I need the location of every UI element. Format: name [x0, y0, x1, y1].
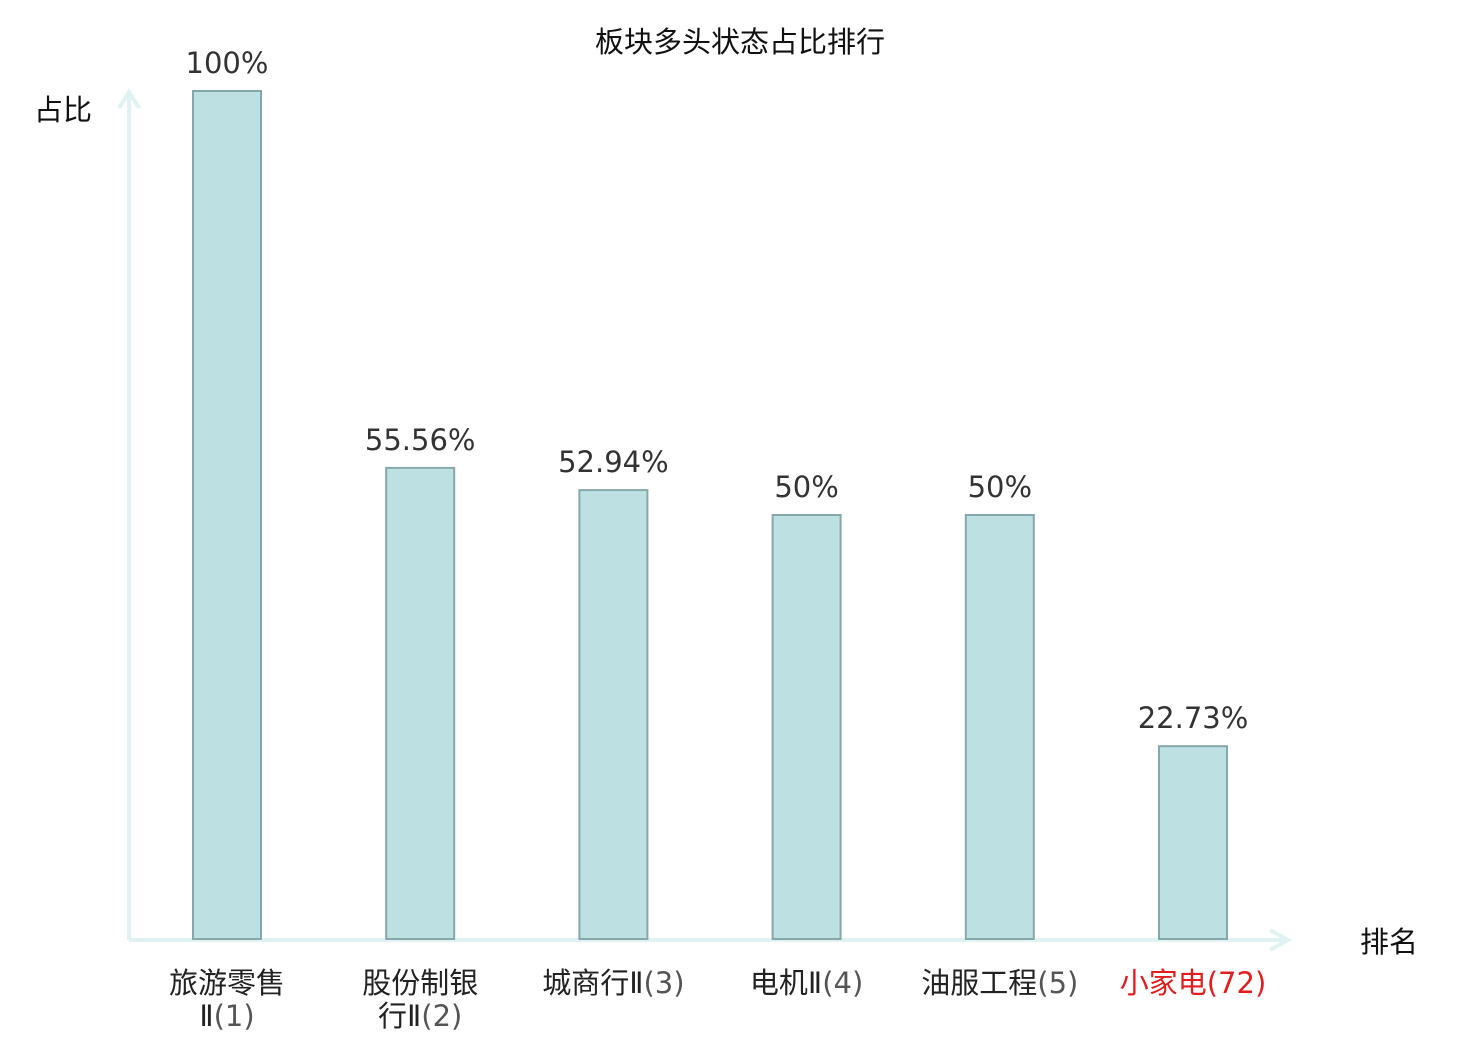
category-label-6: 小家电(72) [1120, 966, 1267, 1000]
bar-1 [192, 90, 262, 940]
value-labels-group: 100% 55.56% 52.94% 50% 50% 22.73% [186, 46, 1249, 735]
value-label-3: 52.94% [558, 445, 669, 479]
bar-3 [578, 489, 649, 940]
category-labels-group: 旅游零售 Ⅱ(1) 股份制银行Ⅱ(2) 城商行Ⅱ(3) 电机Ⅱ(4) 油服工程(5) 小家电… [169, 966, 1266, 1033]
y-axis-label: 占比 [34, 93, 92, 127]
value-label-6: 22.73% [1138, 701, 1249, 735]
bars-group [192, 90, 1228, 941]
chart-title: 板块多头状态占比排行 [595, 25, 885, 59]
value-label-1: 100% [186, 46, 269, 80]
x-axis-arrow [1269, 928, 1293, 952]
bar-4 [771, 514, 842, 940]
value-label-5: 50% [968, 470, 1032, 504]
category-label-1: 旅游零售 Ⅱ(1) [169, 966, 285, 1033]
category-label-3: 城商行Ⅱ(3) [542, 966, 684, 1000]
y-axis-arrow [117, 88, 141, 110]
bar-5 [964, 514, 1035, 940]
bar-6 [1158, 745, 1228, 941]
category-label-5: 油服工程(5) [921, 966, 1078, 1000]
value-label-2: 55.56% [365, 423, 476, 457]
category-label-2: 股份制银行Ⅱ(2) [362, 966, 478, 1033]
category-label-4: 电机Ⅱ(4) [750, 966, 863, 1000]
axes [117, 88, 1293, 952]
bar-2 [385, 466, 456, 940]
x-axis-label: 排名 [1360, 925, 1418, 959]
value-label-4: 50% [774, 470, 838, 504]
